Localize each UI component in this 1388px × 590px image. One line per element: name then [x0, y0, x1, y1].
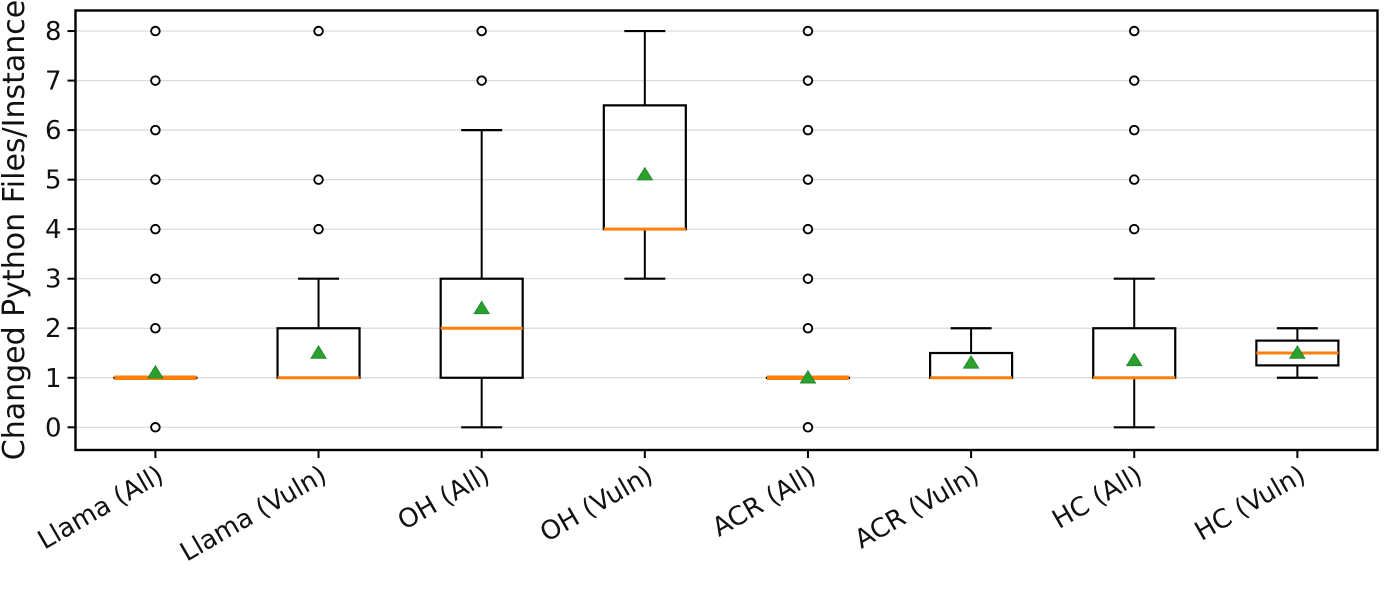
x-tick-label: HC (All) — [1047, 460, 1147, 535]
outlier-point — [1128, 223, 1140, 235]
box-plot-hc-all — [1092, 25, 1177, 429]
outlier-point — [802, 124, 814, 136]
gridlines — [76, 30, 1377, 428]
mean-marker — [310, 345, 327, 359]
outlier-point — [1128, 25, 1140, 37]
mean-marker — [799, 369, 817, 384]
box-plot-llama-vuln — [276, 25, 361, 380]
mean-marker — [636, 166, 654, 181]
mean-marker — [1125, 352, 1143, 367]
outlier-point — [802, 422, 814, 433]
outlier-point — [476, 25, 487, 37]
outlier-point — [802, 273, 814, 284]
outlier-point — [1128, 75, 1140, 86]
x-tick-label: OH (All) — [393, 460, 495, 536]
outlier-point — [150, 75, 161, 86]
outlier-point — [150, 25, 161, 37]
outlier-point — [150, 223, 161, 235]
x-tick-label: Llama (Vuln) — [175, 460, 332, 568]
y-tick-label: 0 — [45, 413, 62, 443]
x-tick-label: ACR (Vuln) — [850, 460, 985, 555]
outlier-point — [150, 322, 161, 334]
y-tick-label: 8 — [45, 17, 62, 47]
box-plot-hc-vuln — [1255, 327, 1340, 379]
outlier-point — [802, 174, 814, 185]
outlier-point — [802, 223, 814, 235]
mean-marker — [473, 300, 491, 315]
outlier-point — [150, 273, 161, 284]
x-tick-label: Llama (All) — [33, 460, 169, 556]
y-tick-label: 2 — [45, 314, 62, 344]
box-plot-acr-all — [765, 25, 851, 433]
y-tick-label: 5 — [45, 166, 62, 196]
outlier-point — [1128, 174, 1140, 185]
y-tick-label: 4 — [45, 215, 62, 245]
y-tick-label: 7 — [45, 67, 62, 97]
outlier-point — [313, 25, 324, 37]
outlier-point — [802, 75, 814, 86]
y-tick-label: 6 — [45, 116, 62, 146]
outlier-point — [313, 223, 324, 235]
box-plot-llama-all — [113, 25, 198, 433]
outlier-point — [802, 322, 814, 334]
x-tick-label: HC (Vuln) — [1190, 460, 1311, 547]
box-plot-oh-all — [439, 25, 524, 429]
mean-marker — [147, 364, 164, 379]
outlier-point — [150, 124, 161, 136]
mean-marker — [962, 354, 980, 369]
x-tick-label: ACR (All) — [707, 460, 821, 543]
y-axis-label: Changed Python Files/Instance — [0, 0, 32, 460]
y-tick-label: 1 — [45, 364, 62, 394]
axes-frame — [74, 9, 1379, 452]
box-plot-acr-vuln — [928, 327, 1014, 380]
box-plot-oh-vuln — [602, 29, 687, 280]
outlier-point — [1128, 124, 1140, 136]
outlier-point — [150, 174, 161, 185]
mean-marker — [1288, 345, 1306, 359]
y-tick-label: 3 — [45, 265, 62, 295]
y-axis-ticks: 0 1 2 3 4 5 6 7 8 — [45, 17, 76, 443]
outlier-point — [150, 422, 161, 433]
x-tick-label: OH (Vuln) — [535, 460, 658, 548]
x-axis-ticks: Llama (All) Llama (Vuln) OH (All) OH (Vuln)… — [33, 450, 1311, 568]
outlier-point — [313, 174, 324, 185]
outlier-point — [476, 75, 487, 86]
outlier-point — [802, 25, 814, 37]
